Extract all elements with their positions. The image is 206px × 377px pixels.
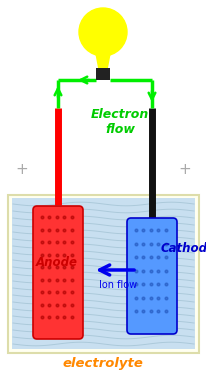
Circle shape bbox=[79, 8, 126, 56]
Text: +: + bbox=[178, 162, 191, 178]
Text: Cathode: Cathode bbox=[160, 242, 206, 254]
FancyBboxPatch shape bbox=[12, 198, 194, 349]
FancyBboxPatch shape bbox=[33, 206, 83, 339]
Text: Ion flow: Ion flow bbox=[98, 280, 136, 290]
Text: electrolyte: electrolyte bbox=[62, 357, 143, 369]
Text: Electron
flow: Electron flow bbox=[90, 108, 148, 136]
Polygon shape bbox=[95, 52, 110, 68]
FancyBboxPatch shape bbox=[126, 218, 176, 334]
Text: +: + bbox=[15, 162, 28, 178]
Text: Anode: Anode bbox=[36, 256, 78, 268]
FancyBboxPatch shape bbox=[8, 195, 198, 353]
FancyBboxPatch shape bbox=[96, 68, 109, 80]
